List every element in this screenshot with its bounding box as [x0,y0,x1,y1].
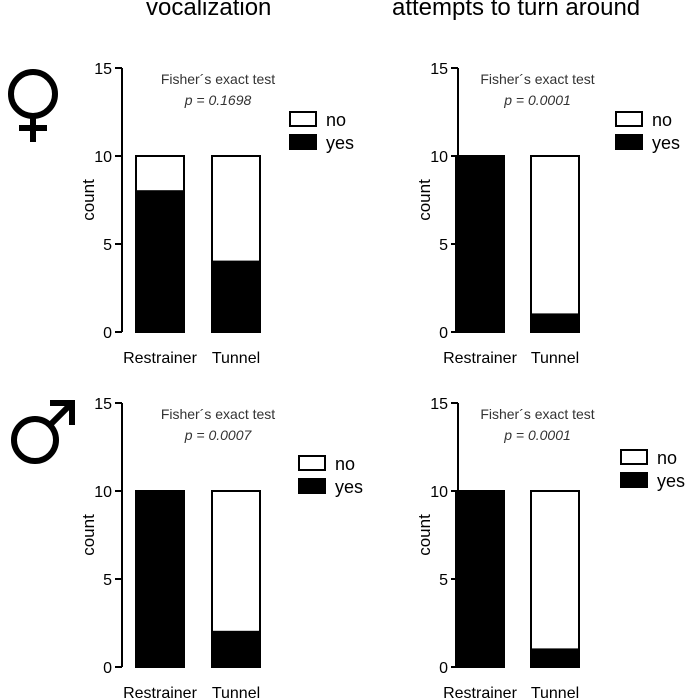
panel-2-y-tick-label-5: 5 [439,237,448,254]
panel-1-bar-restrainer-yes [135,190,185,333]
panel-4-legend-label-no: no [657,448,677,468]
panel-1-y-tick-label-5: 5 [103,237,112,254]
panel-2-legend-label-yes: yes [652,133,680,153]
panel-1-x-tick-label-restrainer: Restrainer [123,350,197,367]
panel-2-legend-label-no: no [652,110,672,130]
panel-1-x-tick-label-tunnel: Tunnel [212,350,260,367]
panel-2-bar-tunnel-yes [530,313,580,333]
panel-3-y-tick-label-0: 0 [103,660,112,677]
panel-4-y-tick-label-15: 15 [430,396,448,413]
panel-3-x-tick-label-tunnel: Tunnel [212,685,260,700]
panel-1-y-tick-label-15: 15 [94,61,112,78]
panel-1-legend-swatch-yes [289,134,317,150]
panel-3-y-axis-label: count [79,514,98,556]
panel-1-p-value: p = 0.1698 [184,92,252,108]
panel-4-y-tick-label-0: 0 [439,660,448,677]
panel-3-legend-swatch-yes [298,478,326,494]
panel-4-x-tick-label-tunnel: Tunnel [531,685,579,700]
panel-4-y-tick-label-10: 10 [430,484,448,501]
panel-4-legend-swatch-yes [620,472,648,488]
panel-3-p-value: p = 0.0007 [184,427,253,443]
panel-3-legend-swatch-no [298,455,326,471]
panel-1-legend-label-yes: yes [326,133,354,153]
panel-3-bar-tunnel-no [211,490,261,633]
panel-4-legend-label-yes: yes [657,471,685,491]
panel-3-test-name: Fisher´s exact test [161,406,275,422]
panel-4-bar-tunnel-no [530,490,580,651]
panel-4-p-value: p = 0.0001 [503,427,571,443]
panel-1-y-tick-label-10: 10 [94,149,112,166]
panel-4-bar-restrainer-yes [455,490,505,668]
panel-2-y-tick-label-15: 15 [430,61,448,78]
panel-3-legend-label-no: no [335,454,355,474]
panel-3-y-tick-label-10: 10 [94,484,112,501]
panel-3-x-tick-label-restrainer: Restrainer [123,685,197,700]
panel-4-x-tick-label-restrainer: Restrainer [443,685,517,700]
panel-4-bar-tunnel-yes [530,648,580,669]
female-symbol-icon [8,69,58,142]
panel-1-bar-tunnel-no [211,155,261,263]
panel-2-x-tick-label-restrainer: Restrainer [443,350,517,367]
panel-4-legend-swatch-no [620,449,648,465]
male-symbol-icon [11,400,75,464]
panel-1-legend-label-no: no [326,110,346,130]
panel-1-bar-restrainer-no [135,155,185,193]
panel-3-bar-tunnel-yes [211,630,261,668]
panel-3-y-tick-label-15: 15 [94,396,112,413]
panel-2-y-tick-label-0: 0 [439,325,448,342]
panel-2-x-tick-label-tunnel: Tunnel [531,350,579,367]
panel-2-bar-restrainer-yes [455,155,505,333]
panel-2-test-name: Fisher´s exact test [480,71,594,87]
panel-4-test-name: Fisher´s exact test [480,406,594,422]
panel-4-y-axis-label: count [415,514,434,556]
panel-2-p-value: p = 0.0001 [503,92,571,108]
panel-1-test-name: Fisher´s exact test [161,71,275,87]
column-title-attempts-to-turn-around: attempts to turn around [392,0,641,21]
panel-2-y-axis-label: count [415,179,434,221]
panel-3-y-tick-label-5: 5 [103,572,112,589]
panel-1-y-axis-label: count [79,179,98,221]
panel-1-y-tick-label-0: 0 [103,325,112,342]
panel-4-y-tick-label-5: 5 [439,572,448,589]
panel-2-y-tick-label-10: 10 [430,149,448,166]
panel-3-bar-restrainer-yes [135,490,185,668]
panel-2-legend-swatch-yes [615,134,643,150]
panel-1-legend-swatch-no [289,111,317,127]
panel-2-legend-swatch-no [615,111,643,127]
column-title-vocalization: vocalization [146,0,272,21]
panel-1-bar-tunnel-yes [211,260,261,334]
panel-3-legend-label-yes: yes [335,477,363,497]
panel-2-bar-tunnel-no [530,155,580,316]
